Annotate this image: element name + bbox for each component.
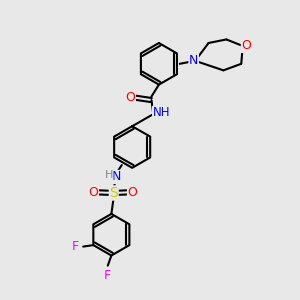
Text: O: O (88, 186, 98, 199)
Text: H: H (104, 169, 113, 180)
Text: O: O (125, 91, 135, 104)
Text: N: N (189, 54, 198, 67)
Text: NH: NH (152, 106, 170, 119)
Text: O: O (128, 186, 137, 199)
Text: O: O (242, 40, 251, 52)
Text: F: F (72, 240, 79, 253)
Text: S: S (110, 186, 118, 200)
Text: F: F (104, 268, 111, 282)
Text: N: N (112, 170, 121, 183)
